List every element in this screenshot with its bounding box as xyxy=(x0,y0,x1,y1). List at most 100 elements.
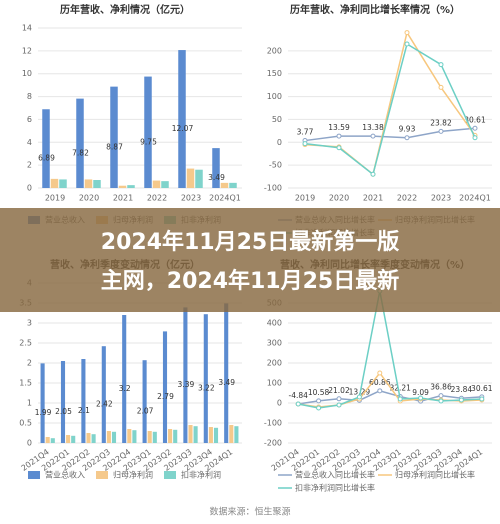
value-label: 13.29 xyxy=(349,387,371,396)
bar xyxy=(144,76,152,188)
y-tick-label: 4 xyxy=(27,138,32,147)
x-tick-label: 2019 xyxy=(295,194,315,203)
value-label: 2.1 xyxy=(78,406,90,415)
value-label: 7.82 xyxy=(72,148,89,157)
x-tick-label: 2022 xyxy=(397,194,417,203)
x-tick-label: 2024Q1 xyxy=(209,194,241,203)
value-label: 36.86 xyxy=(430,383,452,392)
bar xyxy=(106,431,111,443)
point xyxy=(458,397,464,403)
bar xyxy=(142,360,147,443)
bar xyxy=(40,363,45,443)
bar xyxy=(229,182,237,188)
y-tick-label: 300 xyxy=(267,339,282,348)
bar xyxy=(168,429,173,443)
y-tick-label: 150 xyxy=(267,69,282,78)
legend-marker xyxy=(96,471,108,479)
y-tick-label: 400 xyxy=(267,319,282,328)
bar xyxy=(110,86,118,188)
point xyxy=(295,401,301,407)
bar xyxy=(91,434,96,443)
value-label: 13.38 xyxy=(362,123,384,132)
value-label: 9.93 xyxy=(399,125,416,134)
bar xyxy=(152,180,161,188)
y-tick-label: 14 xyxy=(22,24,32,33)
bar xyxy=(59,179,67,188)
point xyxy=(302,141,308,147)
chart-title: 历年营收、净利情况（亿元） xyxy=(60,3,190,16)
bar xyxy=(111,431,117,443)
point xyxy=(472,135,478,141)
y-tick-label: 10 xyxy=(22,69,32,78)
point xyxy=(377,370,383,376)
bar xyxy=(212,148,220,188)
x-tick-label: 2022 xyxy=(147,194,167,203)
y-tick-label: 1 xyxy=(27,399,32,408)
y-tick-label: 1.5 xyxy=(19,379,32,388)
value-label: 23.82 xyxy=(430,118,452,127)
y-tick-label: 0.5 xyxy=(19,419,32,428)
y-tick-label: 8 xyxy=(27,92,32,101)
y-tick-label: 100 xyxy=(267,92,282,101)
point xyxy=(472,125,478,131)
y-tick-label: -100 xyxy=(264,419,282,428)
bar xyxy=(86,433,91,443)
x-tick-label: 2020 xyxy=(79,194,99,203)
bar xyxy=(66,435,71,443)
legend-label: 扣非净利润同比增长率 xyxy=(295,483,375,493)
value-label: 3.77 xyxy=(297,128,314,137)
point xyxy=(404,135,410,141)
banner-line: 主网，2024年11月25日最新 xyxy=(101,268,399,294)
bar xyxy=(183,307,188,443)
value-label: 30.61 xyxy=(471,384,493,393)
value-label: 21.02 xyxy=(328,386,350,395)
bar xyxy=(188,425,193,443)
value-label: 12.07 xyxy=(172,124,194,133)
point xyxy=(418,395,424,401)
legend-label: 扣非净利润 xyxy=(181,470,221,480)
value-label: 6.89 xyxy=(38,154,55,163)
y-tick-label: 2 xyxy=(27,161,32,170)
value-label: 23.84 xyxy=(451,385,473,394)
footer: 数据来源：恒生聚源 xyxy=(209,506,290,518)
x-tick-label: 2021 xyxy=(363,194,383,203)
bar xyxy=(45,437,50,443)
banner-line: 2024年11月25日最新第一版 xyxy=(101,229,399,255)
bar xyxy=(203,314,208,443)
value-label: 10.58 xyxy=(308,388,330,397)
bar xyxy=(234,426,239,443)
point xyxy=(316,398,322,404)
value-label: 3.49 xyxy=(218,378,235,387)
y-tick-label: 6 xyxy=(27,115,32,124)
bar xyxy=(50,438,55,443)
bar xyxy=(213,427,219,443)
x-tick-label: 2024Q1 xyxy=(459,194,491,203)
bar xyxy=(173,429,178,443)
x-tick-label: 2019 xyxy=(45,194,65,203)
banner xyxy=(0,208,500,312)
value-label: 8.87 xyxy=(106,142,123,151)
value-label: 3.2 xyxy=(119,384,131,393)
value-label: 3.39 xyxy=(178,380,195,389)
point xyxy=(438,393,444,399)
point xyxy=(336,396,342,402)
bar xyxy=(93,180,101,188)
bar xyxy=(60,361,66,443)
point xyxy=(397,396,403,402)
bar xyxy=(76,98,84,188)
value-label: 2.07 xyxy=(137,407,154,416)
y-tick-label: 50 xyxy=(272,115,282,124)
y-tick-label: 2.5 xyxy=(19,339,32,348)
value-label: 13.59 xyxy=(328,123,350,132)
bar xyxy=(118,185,127,188)
y-tick-label: 12 xyxy=(22,46,32,55)
bar xyxy=(195,169,203,188)
legend-label: 营业总收入同比增长率 xyxy=(295,470,375,480)
point xyxy=(438,62,444,68)
point xyxy=(370,133,376,139)
value-label: -4.84 xyxy=(288,391,308,400)
legend-marker xyxy=(164,471,176,479)
value-label: 1.99 xyxy=(35,408,52,417)
bar xyxy=(229,425,234,443)
